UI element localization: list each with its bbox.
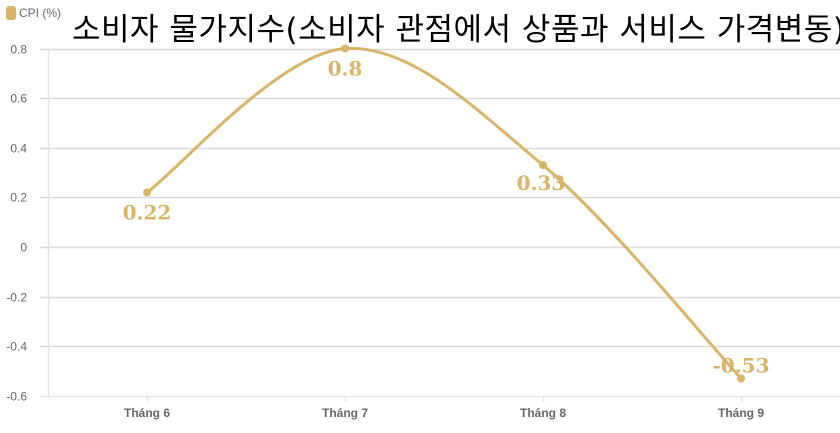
x-axis-ticks: Tháng 6 Tháng 7 Tháng 8 Tháng 9 — [124, 396, 764, 420]
y-tick-label: 0.4 — [10, 142, 27, 156]
y-tick-label: -0.4 — [6, 340, 27, 354]
x-tick-label: Tháng 6 — [124, 406, 170, 420]
x-tick-label: Tháng 7 — [322, 406, 368, 420]
y-tick-label: -0.2 — [6, 291, 27, 305]
data-point[interactable] — [539, 161, 547, 170]
x-tick-label: Tháng 9 — [718, 406, 764, 420]
y-tick-label: 0.8 — [10, 43, 27, 57]
chart-legend[interactable]: CPI (%) — [6, 6, 61, 20]
data-point[interactable] — [143, 188, 151, 197]
data-label: 0.22 — [123, 200, 172, 224]
x-tick-label: Tháng 8 — [520, 406, 566, 420]
y-tick-label: 0.6 — [10, 92, 27, 106]
data-labels: 0.22 0.8 0.33 -0.53 — [123, 57, 770, 378]
data-label: -0.53 — [712, 353, 769, 377]
data-points — [143, 44, 745, 383]
y-tick-label: 0 — [20, 241, 27, 255]
data-point[interactable] — [737, 374, 745, 383]
legend-label: CPI (%) — [19, 6, 61, 20]
y-axis-ticks: 0.8 0.6 0.4 0.2 0 -0.2 -0.4 -0.6 — [6, 43, 27, 404]
legend-swatch-icon — [6, 6, 16, 20]
grid-lines — [40, 48, 840, 398]
series-line-cpi — [146, 47, 743, 380]
data-label: 0.33 — [517, 171, 566, 195]
y-tick-label: 0.2 — [10, 191, 27, 205]
y-tick-label: -0.6 — [6, 390, 27, 404]
data-label: 0.8 — [328, 57, 363, 81]
data-point[interactable] — [341, 44, 349, 53]
chart-title: 소비자 물가지수(소비자 관점에서 상품과 서비스 가격변동) — [72, 12, 840, 48]
